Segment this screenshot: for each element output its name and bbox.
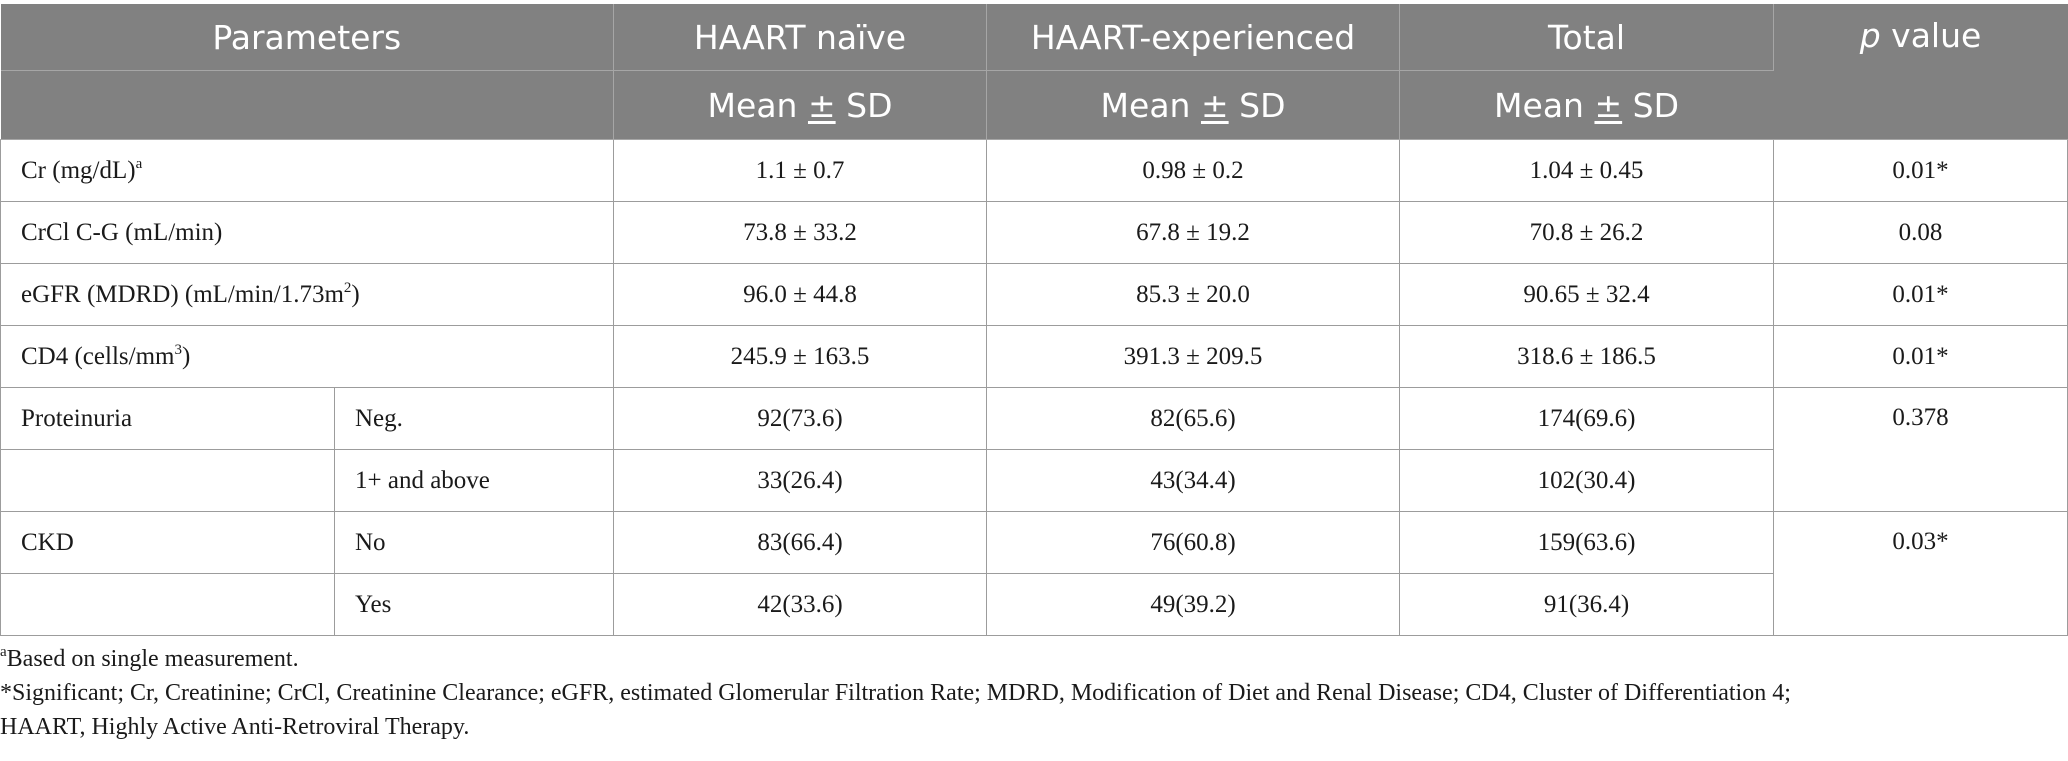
table-row-cr: Cr (mg/dL)a 1.1 ± 0.7 0.98 ± 0.2 1.04 ± … [0,139,2068,202]
row-label-egfr: eGFR (MDRD) (mL/min/1.73m2) [0,263,615,326]
cell-cr-p: 0.01* [1773,139,2068,202]
header-row-1: Parameters HAART naïve HAART-experienced… [0,4,2068,140]
header-mean-sd-total: Mean ± SD [1399,70,1775,140]
footnote-abbreviations-2: HAART, Highly Active Anti-Retroviral The… [0,714,470,740]
cell-ckd-yes-total: 91(36.4) [1399,573,1775,636]
row-label-proteinuria-blank [0,449,335,512]
header-blank [0,70,615,140]
cell-egfr-naive: 96.0 ± 44.8 [613,263,988,326]
header-p-value: p value [1773,4,2068,140]
header-row-2: Mean ± SD Mean ± SD Mean ± SD [0,70,2068,140]
p-rest: value [1880,16,1982,55]
cell-crcl-total: 70.8 ± 26.2 [1399,201,1775,264]
header-haart-experienced: HAART-experienced [986,4,1401,71]
cell-proteinuria-above-total: 102(30.4) [1399,449,1775,512]
cell-ckd-no-total: 159(63.6) [1399,511,1775,574]
sublabel-ckd-no: No [333,511,615,574]
cell-proteinuria-above-experienced: 43(34.4) [986,449,1401,512]
sublabel-ckd-yes: Yes [333,573,615,636]
header-mean-sd-experienced: Mean ± SD [986,70,1401,140]
header-parameters: Parameters [0,4,615,71]
cell-proteinuria-above-naive: 33(26.4) [613,449,988,512]
cell-cd4-total: 318.6 ± 186.5 [1399,325,1775,388]
p-letter: p [1859,16,1881,55]
header-haart-naive: HAART naïve [613,4,988,71]
cell-crcl-experienced: 67.8 ± 19.2 [986,201,1401,264]
sublabel-proteinuria-neg: Neg. [333,387,615,450]
cell-ckd-no-experienced: 76(60.8) [986,511,1401,574]
cell-proteinuria-neg-total: 174(69.6) [1399,387,1775,450]
cell-proteinuria-neg-naive: 92(73.6) [613,387,988,450]
cell-ckd-yes-naive: 42(33.6) [613,573,988,636]
table-row-ckd-no: CKD No 83(66.4) 76(60.8) 159(63.6) 0.03* [0,511,2068,636]
cell-egfr-p: 0.01* [1773,263,2068,326]
cell-cd4-naive: 245.9 ± 163.5 [613,325,988,388]
cell-proteinuria-p: 0.378 [1773,387,2068,512]
cell-cd4-p: 0.01* [1773,325,2068,388]
cell-cd4-experienced: 391.3 ± 209.5 [986,325,1401,388]
table-row-crcl: CrCl C-G (mL/min) 73.8 ± 33.2 67.8 ± 19.… [0,201,2068,264]
table-footnotes: aBased on single measurement. *Significa… [0,642,2060,744]
header-mean-sd-naive: Mean ± SD [613,70,988,140]
table-row-proteinuria-above: 1+ and above 33(26.4) 43(34.4) 102(30.4) [0,449,2068,512]
cell-ckd-yes-experienced: 49(39.2) [986,573,1401,636]
cell-ckd-p: 0.03* [1773,511,2068,636]
sublabel-proteinuria-above: 1+ and above [333,449,615,512]
header-total: Total [1399,4,1775,71]
cell-egfr-total: 90.65 ± 32.4 [1399,263,1775,326]
row-label-crcl: CrCl C-G (mL/min) [0,201,615,264]
row-label-cd4: CD4 (cells/mm3) [0,325,615,388]
cell-cr-naive: 1.1 ± 0.7 [613,139,988,202]
row-label-ckd: CKD [0,511,335,574]
footnote-a: aBased on single measurement. [0,644,299,673]
footnote-abbreviations-1: *Significant; Cr, Creatinine; CrCl, Crea… [0,680,1791,706]
cell-egfr-experienced: 85.3 ± 20.0 [986,263,1401,326]
row-label-ckd-blank [0,573,335,636]
table-row-egfr: eGFR (MDRD) (mL/min/1.73m2) 96.0 ± 44.8 … [0,263,2068,326]
table-row-proteinuria-neg: Proteinuria Neg. 92(73.6) 82(65.6) 174(6… [0,387,2068,512]
cell-cr-experienced: 0.98 ± 0.2 [986,139,1401,202]
table-header: Parameters HAART naïve HAART-experienced… [0,4,2068,140]
cell-ckd-no-naive: 83(66.4) [613,511,988,574]
cell-cr-total: 1.04 ± 0.45 [1399,139,1775,202]
table-row-ckd-yes: Yes 42(33.6) 49(39.2) 91(36.4) [0,573,2068,636]
cell-crcl-p: 0.08 [1773,201,2068,264]
cell-crcl-naive: 73.8 ± 33.2 [613,201,988,264]
results-table: Parameters HAART naïve HAART-experienced… [0,4,2068,636]
row-label-proteinuria: Proteinuria [0,387,335,450]
cell-proteinuria-neg-experienced: 82(65.6) [986,387,1401,450]
table-row-cd4: CD4 (cells/mm3) 245.9 ± 163.5 391.3 ± 20… [0,325,2068,388]
row-label-cr: Cr (mg/dL)a [0,139,615,202]
